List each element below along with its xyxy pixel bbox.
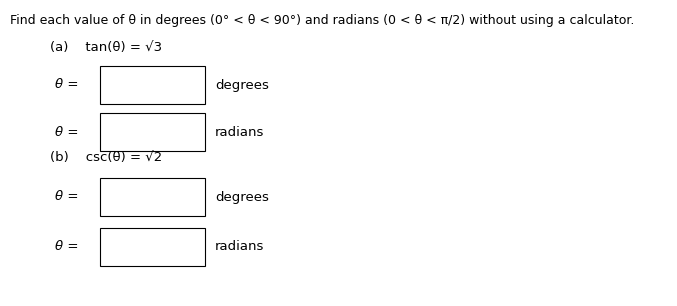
Text: degrees: degrees <box>215 79 269 91</box>
Text: θ =: θ = <box>55 241 79 253</box>
Text: (b)    csc(θ) = √2: (b) csc(θ) = √2 <box>50 151 162 164</box>
Bar <box>100 228 205 266</box>
Text: radians: radians <box>215 241 265 253</box>
Text: (a)    tan(θ) = √3: (a) tan(θ) = √3 <box>50 41 162 54</box>
Text: θ =: θ = <box>55 191 79 203</box>
Bar <box>100 113 205 151</box>
Text: degrees: degrees <box>215 191 269 203</box>
Text: Find each value of θ in degrees (0° < θ < 90°) and radians (0 < θ < π/2) without: Find each value of θ in degrees (0° < θ … <box>10 14 634 27</box>
Text: θ =: θ = <box>55 125 79 139</box>
Text: θ =: θ = <box>55 79 79 91</box>
Text: radians: radians <box>215 125 265 139</box>
Bar <box>100 66 205 104</box>
Bar <box>100 178 205 216</box>
